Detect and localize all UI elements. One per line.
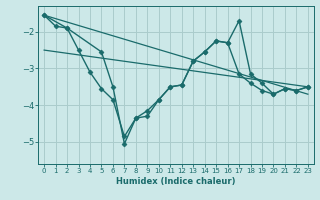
X-axis label: Humidex (Indice chaleur): Humidex (Indice chaleur) <box>116 177 236 186</box>
